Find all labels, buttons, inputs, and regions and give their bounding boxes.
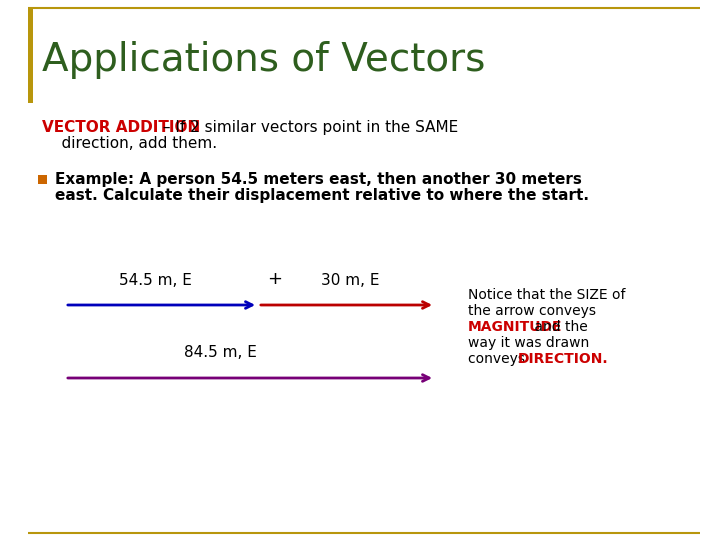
Text: conveys: conveys	[468, 352, 529, 366]
Text: +: +	[268, 270, 282, 288]
Text: Example: A person 54.5 meters east, then another 30 meters: Example: A person 54.5 meters east, then…	[55, 172, 582, 187]
Text: direction, add them.: direction, add them.	[42, 136, 217, 151]
Text: – If 2 similar vectors point in the SAME: – If 2 similar vectors point in the SAME	[158, 120, 458, 135]
Bar	[28, 8, 33, 103]
Text: 84.5 m, E: 84.5 m, E	[184, 345, 256, 360]
Text: 30 m, E: 30 m, E	[320, 273, 379, 288]
Text: way it was drawn: way it was drawn	[468, 336, 589, 350]
Text: 54.5 m, E: 54.5 m, E	[119, 273, 192, 288]
Text: and the: and the	[530, 320, 588, 334]
Text: the arrow conveys: the arrow conveys	[468, 304, 596, 318]
Text: Notice that the SIZE of: Notice that the SIZE of	[468, 288, 626, 302]
Text: east. Calculate their displacement relative to where the start.: east. Calculate their displacement relat…	[55, 188, 589, 203]
Text: DIRECTION.: DIRECTION.	[518, 352, 608, 366]
Bar	[38, 175, 47, 184]
Text: MAGNITUDE: MAGNITUDE	[468, 320, 562, 334]
Text: Applications of Vectors: Applications of Vectors	[42, 41, 485, 79]
Text: VECTOR ADDITION: VECTOR ADDITION	[42, 120, 200, 135]
